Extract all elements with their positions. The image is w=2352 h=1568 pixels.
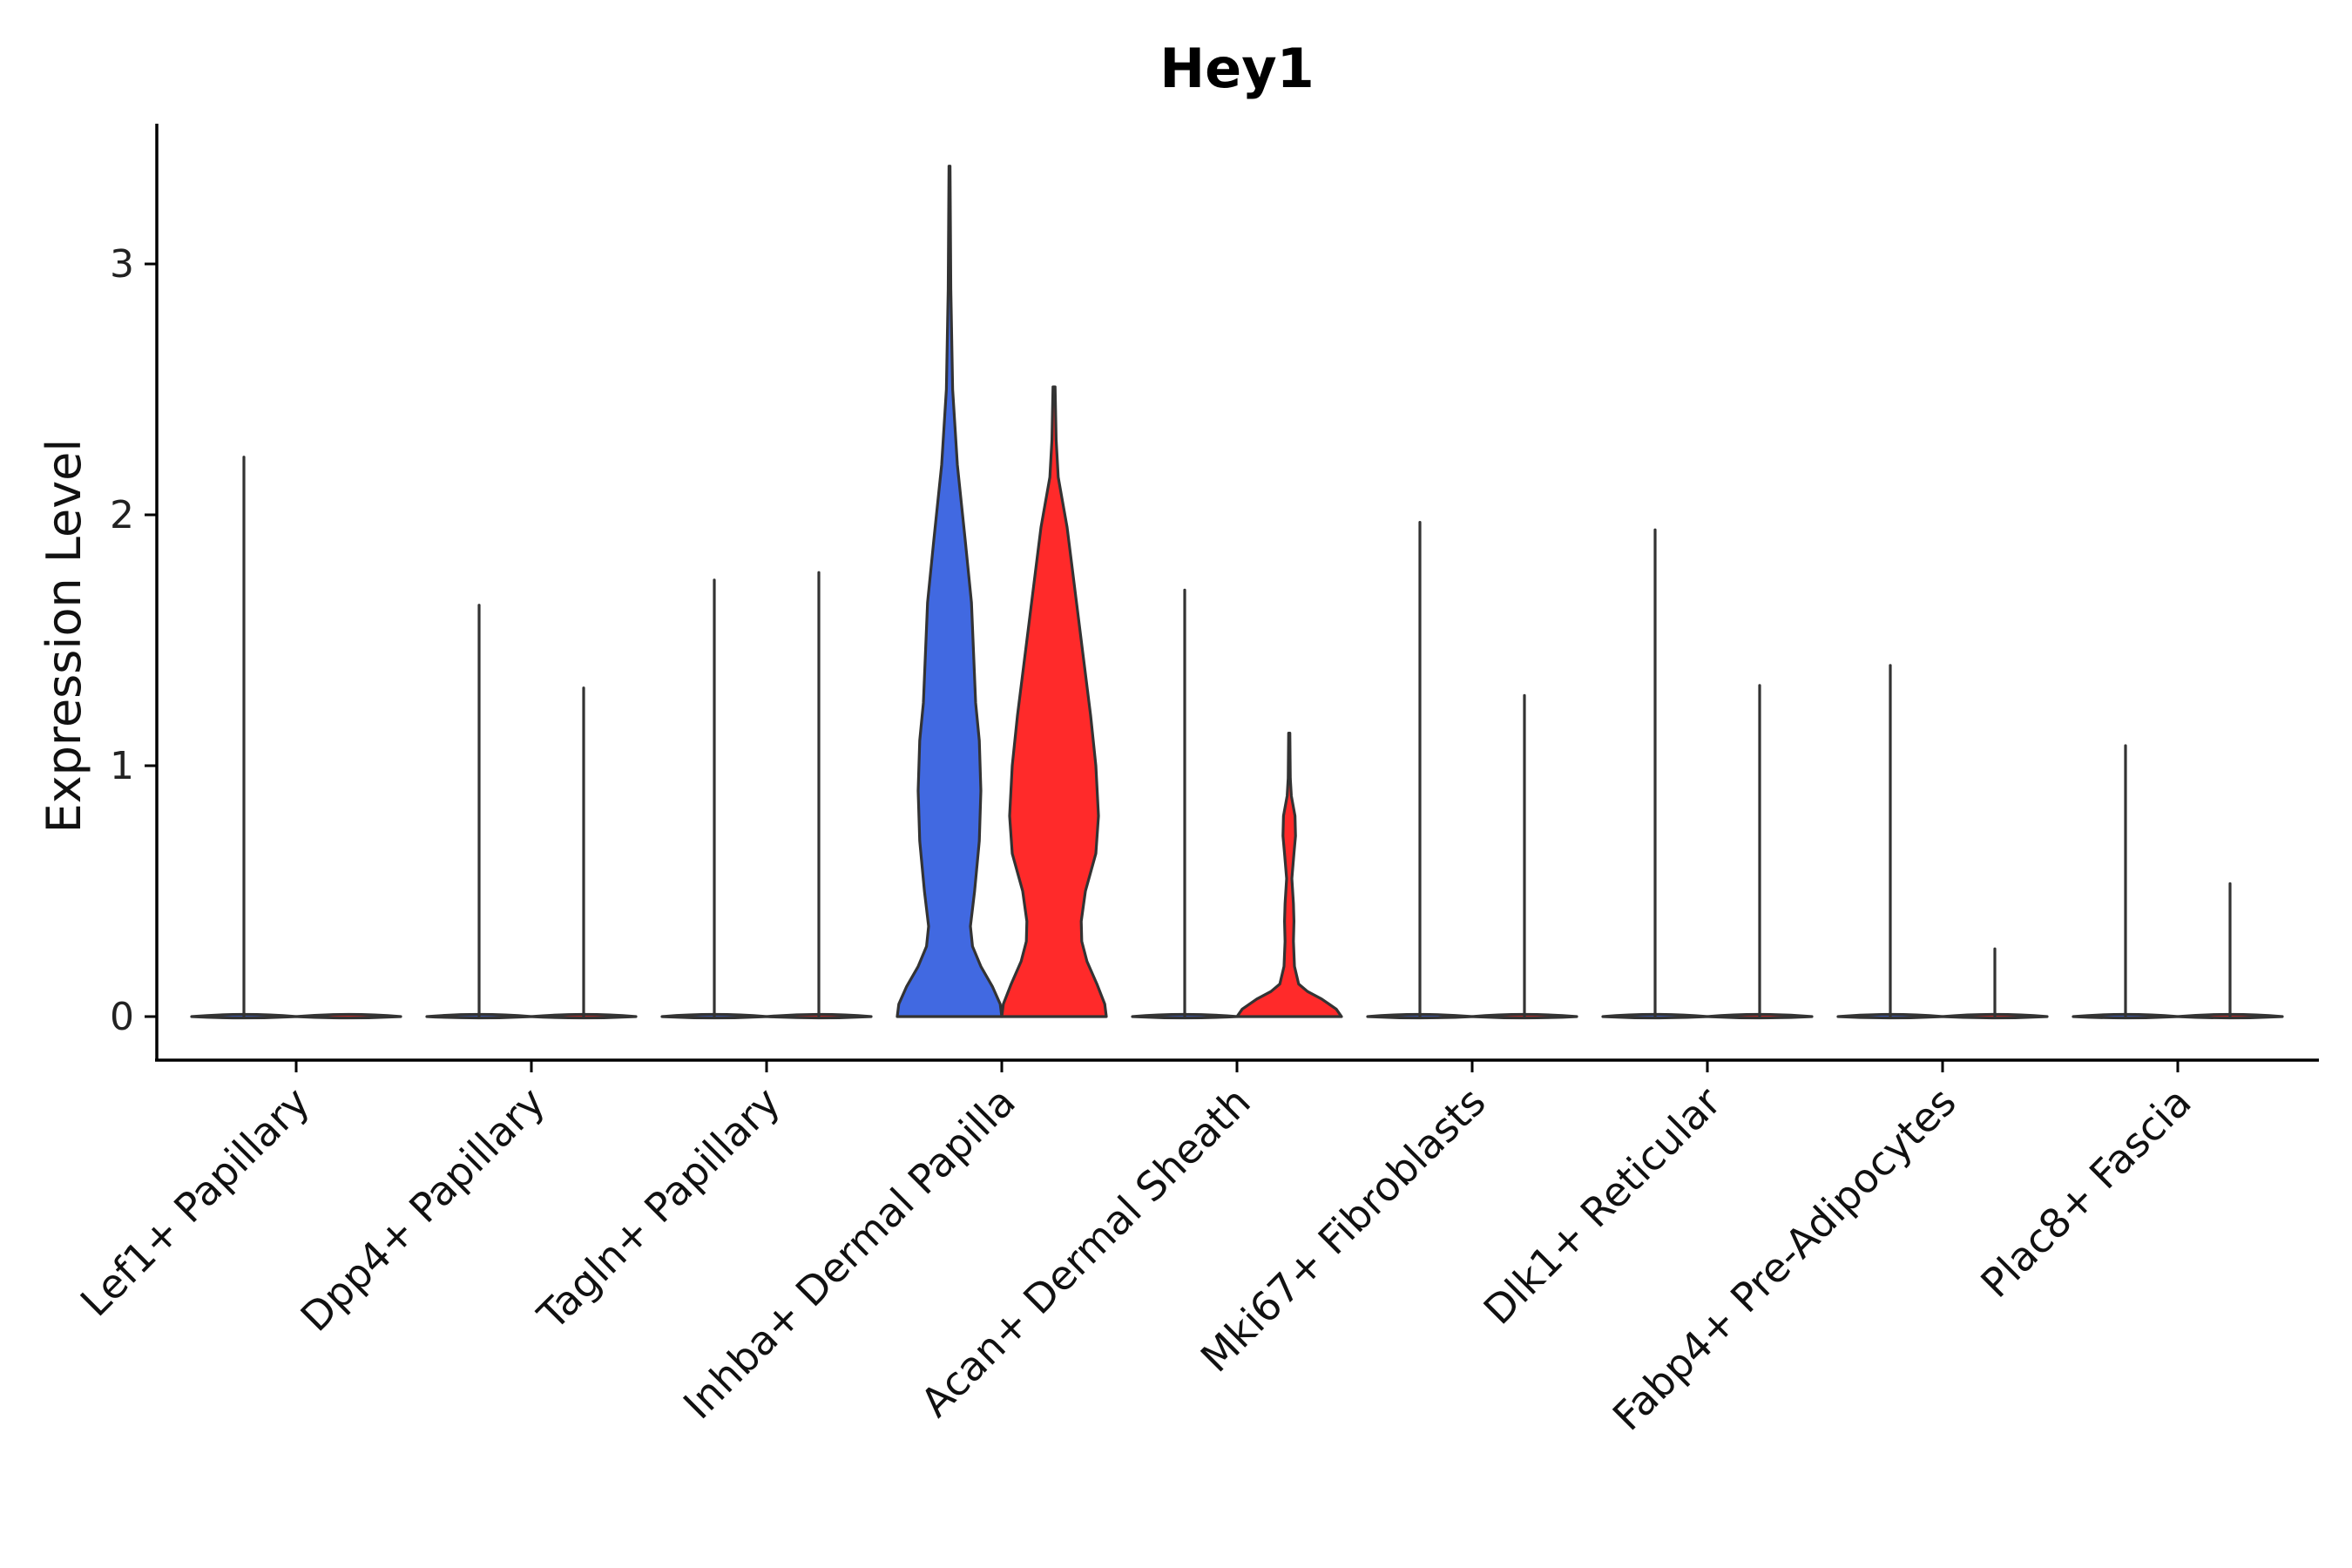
x-tick-label: Lef1+ Papillary <box>71 1078 319 1326</box>
y-tick-label: 2 <box>110 493 134 537</box>
violin-filled <box>896 165 1004 1018</box>
y-axis-label: Expression Level <box>37 439 91 834</box>
violin-filled <box>1000 385 1108 1018</box>
y-tick-label: 0 <box>110 995 134 1039</box>
chart-title: Hey1 <box>1159 37 1315 100</box>
violins-layer <box>190 165 2284 1020</box>
x-tick-label: Plac8+ Fascia <box>1971 1078 2200 1307</box>
x-tick-label: Dlk1+ Reticular <box>1475 1078 1730 1334</box>
violin-filled <box>1235 732 1343 1018</box>
y-ticks: 0 1 2 3 <box>110 242 157 1039</box>
y-tick-label: 1 <box>110 744 134 788</box>
x-tick-label: Dpp4+ Papillary <box>292 1078 554 1341</box>
y-tick-label: 3 <box>110 242 134 287</box>
violin-baseline <box>294 1012 402 1020</box>
x-tick-label: Tagln+ Papillary <box>528 1078 789 1340</box>
